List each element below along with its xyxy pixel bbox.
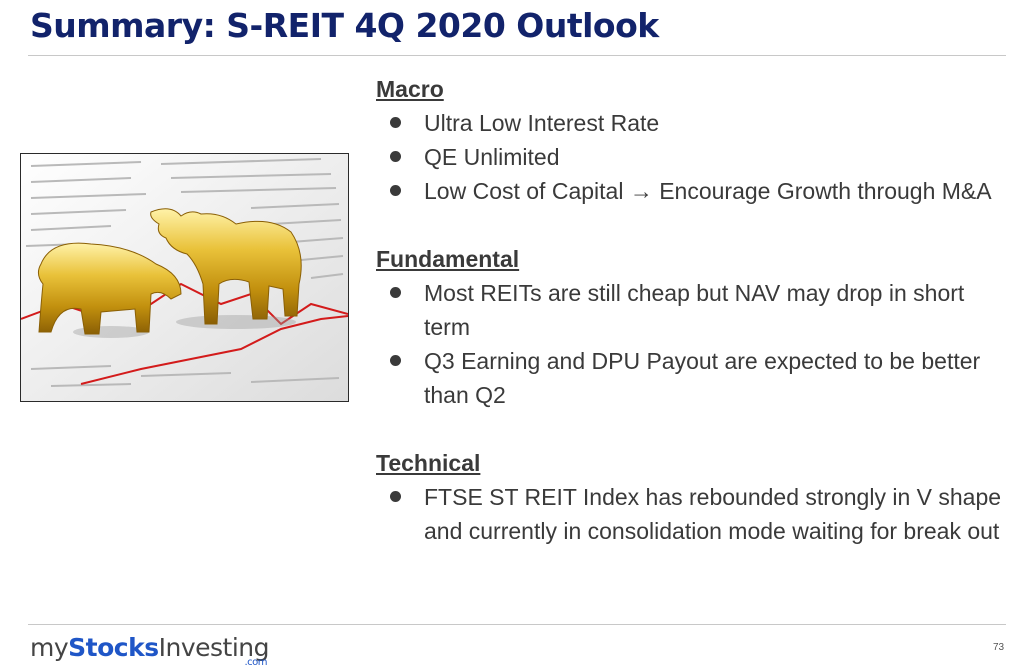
title-divider bbox=[28, 55, 1006, 56]
technical-bullets: FTSE ST REIT Index has rebounded strongl… bbox=[376, 480, 1006, 548]
macro-bullets: Ultra Low Interest Rate QE Unlimited Low… bbox=[376, 106, 1006, 208]
bullet-dot-icon bbox=[390, 491, 401, 502]
list-item: Q3 Earning and DPU Payout are expected t… bbox=[376, 344, 1006, 412]
fundamental-bullets: Most REITs are still cheap but NAV may d… bbox=[376, 276, 1006, 412]
bullet-dot-icon bbox=[390, 287, 401, 298]
list-item: Most REITs are still cheap but NAV may d… bbox=[376, 276, 1006, 344]
list-item: QE Unlimited bbox=[376, 140, 1006, 174]
section-heading-technical: Technical bbox=[376, 450, 481, 476]
bullet-dot-icon bbox=[390, 151, 401, 162]
footer-divider bbox=[28, 624, 1006, 625]
bull-bear-image bbox=[20, 153, 349, 402]
bullet-dot-icon bbox=[390, 117, 401, 128]
bullet-dot-icon bbox=[390, 185, 401, 196]
bullet-dot-icon bbox=[390, 355, 401, 366]
list-item: Ultra Low Interest Rate bbox=[376, 106, 1006, 140]
mystocksinvesting-logo: myStocksInvesting .com bbox=[30, 633, 270, 668]
slide-title: Summary: S-REIT 4Q 2020 Outlook bbox=[30, 6, 659, 45]
summary-content: Macro Ultra Low Interest Rate QE Unlimit… bbox=[376, 72, 1006, 548]
list-item: FTSE ST REIT Index has rebounded strongl… bbox=[376, 480, 1006, 548]
page-number: 73 bbox=[993, 642, 1005, 653]
section-heading-macro: Macro bbox=[376, 76, 444, 102]
section-heading-fundamental: Fundamental bbox=[376, 246, 520, 272]
list-item: Low Cost of Capital → Encourage Growth t… bbox=[376, 174, 1006, 208]
